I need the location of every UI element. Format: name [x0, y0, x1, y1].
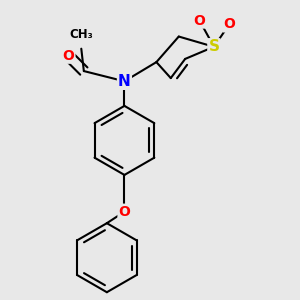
Text: O: O: [194, 14, 206, 28]
Text: N: N: [118, 74, 131, 89]
Text: O: O: [223, 17, 235, 32]
Text: O: O: [118, 205, 130, 219]
Text: O: O: [63, 49, 74, 63]
Text: CH₃: CH₃: [69, 28, 93, 41]
Text: S: S: [208, 39, 219, 54]
